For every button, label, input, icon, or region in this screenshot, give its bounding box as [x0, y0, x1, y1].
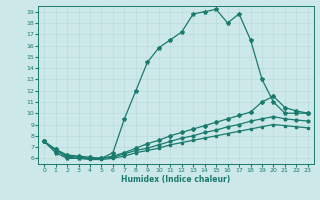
X-axis label: Humidex (Indice chaleur): Humidex (Indice chaleur)	[121, 175, 231, 184]
